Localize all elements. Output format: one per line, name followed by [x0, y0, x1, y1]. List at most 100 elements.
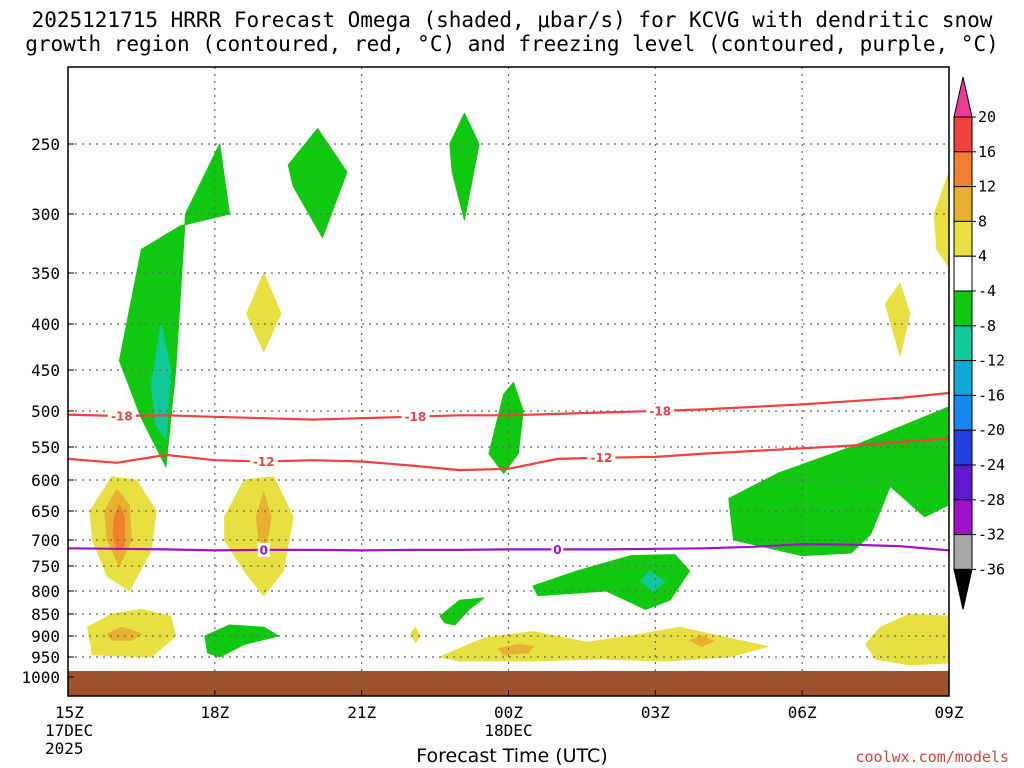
y-tick-label-250: 250	[31, 135, 60, 154]
dgz-minus-18-label-1: -18	[405, 410, 427, 424]
colorbar-top-arrow	[953, 76, 973, 118]
colorbar-tick-label-12: -32	[978, 526, 1005, 544]
colorbar-tick-label-2: 12	[978, 178, 996, 196]
colorbar-band-3	[953, 220, 973, 257]
colorbar-tick-label-0: 20	[978, 108, 996, 126]
chart-title-line2: growth region (contoured, red, °C) and f…	[25, 32, 999, 56]
freezing-level-label-bg-1	[551, 542, 564, 557]
x-tick-label-15Z: 15Z	[55, 703, 84, 722]
colorbar-band-10	[953, 464, 973, 501]
plot-background	[68, 67, 949, 696]
x-tick-label-03Z: 03Z	[641, 703, 670, 722]
colorbar-tick-label-13: -36	[978, 560, 1005, 578]
colorbar-band-9	[953, 429, 973, 466]
chart-title-line1: 2025121715 HRRR Forecast Omega (shaded, …	[31, 8, 993, 32]
yellow-blob-0730z-400	[884, 282, 911, 357]
y-tick-label-1000: 1000	[21, 668, 60, 687]
y-tick-label-550: 550	[31, 438, 60, 457]
green-big-06z	[728, 406, 949, 557]
colorbar-tick-label-4: 4	[978, 247, 987, 265]
yellow-dot-22z	[410, 626, 421, 643]
orange-low-15z	[106, 626, 142, 641]
darkorange-core-15z	[112, 504, 125, 551]
green-spike-23z	[449, 112, 480, 221]
colorbar-band-4	[953, 255, 973, 292]
dgz-minus-18-label-2: -18	[649, 404, 671, 418]
yellow-blob-19z-400	[246, 272, 282, 353]
green-column-1716z	[118, 143, 230, 468]
teal-dot-02z	[640, 570, 666, 592]
contours: -18 -18 -18 -12 -12 0 0	[68, 391, 949, 557]
colorbar-bottom-arrow	[953, 568, 973, 610]
colorbar-band-0	[953, 116, 973, 153]
y-tick-label-750: 750	[31, 557, 60, 576]
x-tick-label-21Z: 21Z	[347, 703, 376, 722]
y-tick-label-400: 400	[31, 315, 60, 334]
green-low-18z	[204, 624, 279, 658]
x-tick-sublabel1-15Z: 17DEC	[45, 721, 93, 740]
green-blob-01z	[532, 554, 691, 610]
freezing-level-label-0: 0	[260, 543, 268, 557]
colorbar-band-11	[953, 499, 973, 536]
yellow-edge-09z-300	[933, 171, 949, 268]
colorbar-band-5	[953, 290, 973, 327]
colorbar-band-1	[953, 151, 973, 188]
colorbar-band-6	[953, 325, 973, 362]
colorbar-tick-label-6: -8	[978, 317, 996, 335]
x-axis-label: Forecast Time (UTC)	[416, 745, 608, 767]
chart-title: 2025121715 HRRR Forecast Omega (shaded, …	[0, 8, 1024, 56]
dgz-minus-12-label-bg-1	[587, 450, 616, 465]
y-tick-label-300: 300	[31, 205, 60, 224]
freezing-level-line	[68, 543, 949, 552]
colorbar-band-7	[953, 360, 973, 396]
colorbar-tick-label-7: -12	[978, 352, 1005, 370]
x-tick-label-06Z: 06Z	[788, 703, 817, 722]
orange-core-19z	[255, 491, 272, 549]
dgz-minus-18-label-bg-0	[107, 408, 136, 423]
dgz-minus-18-label-0: -18	[111, 409, 133, 423]
colorbar-band-8	[953, 394, 973, 431]
orange-low-03z	[689, 635, 715, 647]
y-tick-label-600: 600	[31, 471, 60, 490]
dgz-minus-12-label-0: -12	[253, 455, 275, 469]
orange-low-00z	[498, 643, 534, 656]
dgz-minus-18-label-bg-2	[646, 403, 675, 418]
colorbar-band-2	[953, 186, 973, 222]
y-tick-label-450: 450	[31, 361, 60, 380]
dgz-minus-18-line	[68, 391, 949, 421]
y-tick-label-850: 850	[31, 605, 60, 624]
colorbar-tick-label-9: -20	[978, 421, 1005, 439]
y-tick-label-950: 950	[31, 648, 60, 667]
y-tick-label-650: 650	[31, 502, 60, 521]
freezing-level-label-bg-0	[257, 542, 270, 557]
colorbar-tick-label-3: 8	[978, 212, 987, 230]
x-tick-label-09Z: 09Z	[935, 703, 964, 722]
colorbar-tick-label-11: -28	[978, 491, 1005, 509]
credit-link[interactable]: coolwx.com/models	[855, 748, 1009, 766]
teal-column-1716z	[150, 323, 172, 441]
y-tick-label-500: 500	[31, 402, 60, 421]
colorbar-tick-label-5: -4	[978, 282, 996, 300]
y-tick-label-700: 700	[31, 531, 60, 550]
colorbar: 20 16 12 8 4 -4 -8 -12 -16 -20 -24 -28 -32 -36	[953, 76, 1005, 610]
x-tick-label-00Z: 00Z	[494, 703, 523, 722]
yellow-low-07z	[865, 613, 949, 666]
colorbar-tick-label-1: 16	[978, 143, 996, 161]
y-tick-label-900: 900	[31, 627, 60, 646]
x-tick-sublabel1-00Z: 18DEC	[484, 721, 532, 740]
colorbar-tick-label-8: -16	[978, 386, 1005, 404]
colorbar-tick-label-10: -24	[978, 456, 1005, 474]
dgz-minus-18-label-bg-1	[401, 409, 430, 424]
dgz-minus-12-line	[68, 437, 949, 472]
y-tick-label-800: 800	[31, 582, 60, 601]
green-low-23z	[439, 597, 485, 626]
dgz-minus-12-label-bg-0	[249, 454, 278, 469]
freezing-level-label-1: 0	[553, 543, 561, 557]
green-blob-20z	[287, 128, 348, 239]
y-tick-label-350: 350	[31, 264, 60, 283]
x-tick-label-18Z: 18Z	[200, 703, 229, 722]
x-tick-sublabel2-15Z: 2025	[45, 739, 84, 758]
colorbar-band-12	[953, 534, 973, 570]
